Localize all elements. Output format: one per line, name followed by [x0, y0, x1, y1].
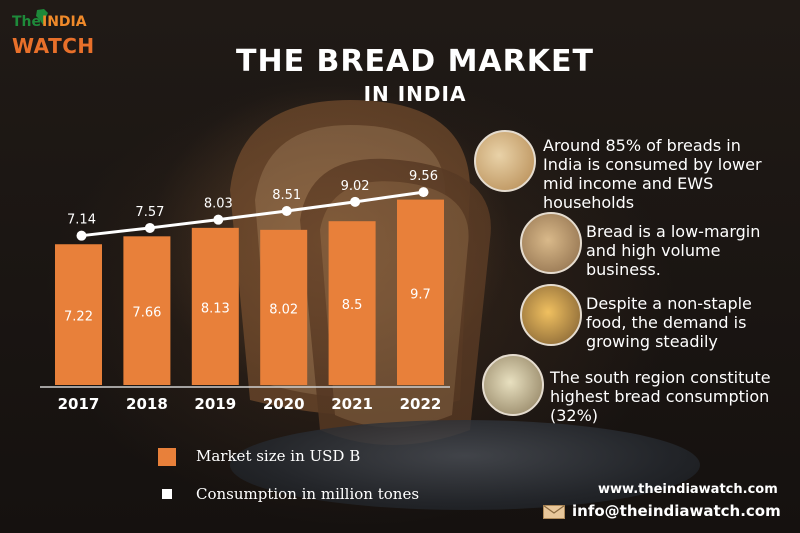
consumption-point-2018 — [144, 222, 155, 233]
website-link[interactable]: www.theindiawatch.com — [598, 482, 778, 497]
x-tick-2022: 2022 — [400, 395, 442, 413]
x-tick-2021: 2021 — [331, 395, 373, 413]
page-title: THE BREAD MARKET — [236, 44, 594, 79]
logo-watch: WATCH — [12, 34, 95, 58]
bread-slices-icon — [474, 130, 536, 192]
legend-label-market: Market size in USD B — [196, 447, 361, 465]
south-indian-dish-icon — [482, 354, 544, 416]
bar-label-2021: 8.5 — [342, 298, 363, 313]
plate — [230, 420, 700, 510]
email-link[interactable]: info@theindiawatch.com — [572, 502, 781, 520]
info-text-2: Bread is a low-margin and high volume bu… — [586, 222, 761, 279]
logo-the: The — [12, 14, 42, 30]
grocery-items-icon — [520, 284, 582, 346]
info-text-3: Despite a non-staple food, the demand is… — [586, 294, 752, 351]
consumption-label-2019: 8.03 — [204, 197, 233, 212]
bar-label-2017: 7.22 — [64, 310, 93, 325]
bar-2019 — [191, 227, 239, 385]
info-text-4: The south region constitute highest brea… — [550, 368, 771, 425]
x-tick-2020: 2020 — [263, 395, 305, 413]
x-tick-2019: 2019 — [194, 395, 236, 413]
consumption-point-2021 — [350, 196, 361, 207]
mail-icon — [543, 505, 565, 519]
bar-2022 — [397, 199, 444, 385]
legend-swatch-consumption — [162, 489, 172, 499]
consumption-point-2020 — [281, 206, 292, 217]
consumption-label-2021: 9.02 — [341, 179, 370, 194]
page-subtitle: IN INDIA — [363, 82, 467, 106]
consumption-point-2017 — [76, 230, 87, 241]
x-tick-2018: 2018 — [126, 395, 168, 413]
india-map-emblem-icon — [36, 9, 48, 25]
bar-label-2019: 8.13 — [201, 301, 230, 316]
bar-2017 — [55, 244, 102, 385]
consumption-line — [81, 190, 424, 238]
bread-basket-icon — [520, 212, 582, 274]
consumption-point-2022 — [418, 187, 429, 198]
consumption-label-2020: 8.51 — [272, 188, 301, 203]
logo: The INDIA WATCH — [12, 8, 122, 58]
x-tick-2017: 2017 — [58, 395, 100, 413]
info-text-1: Around 85% of breads in India is consume… — [543, 136, 762, 212]
bar-2021 — [328, 221, 376, 385]
consumption-point-2019 — [213, 214, 224, 225]
logo-india: INDIA — [42, 14, 87, 30]
consumption-label-2022: 9.56 — [409, 169, 438, 184]
consumption-label-2017: 7.14 — [67, 213, 96, 228]
bar-2020 — [260, 229, 308, 385]
bar-2018 — [123, 236, 171, 385]
bar-label-2022: 9.7 — [410, 287, 431, 302]
legend-label-consumption: Consumption in million tones — [196, 485, 420, 503]
bar-label-2018: 7.66 — [132, 306, 161, 321]
legend-swatch-market — [158, 448, 176, 466]
bar-label-2020: 8.02 — [269, 302, 298, 317]
consumption-label-2018: 7.57 — [135, 205, 164, 220]
